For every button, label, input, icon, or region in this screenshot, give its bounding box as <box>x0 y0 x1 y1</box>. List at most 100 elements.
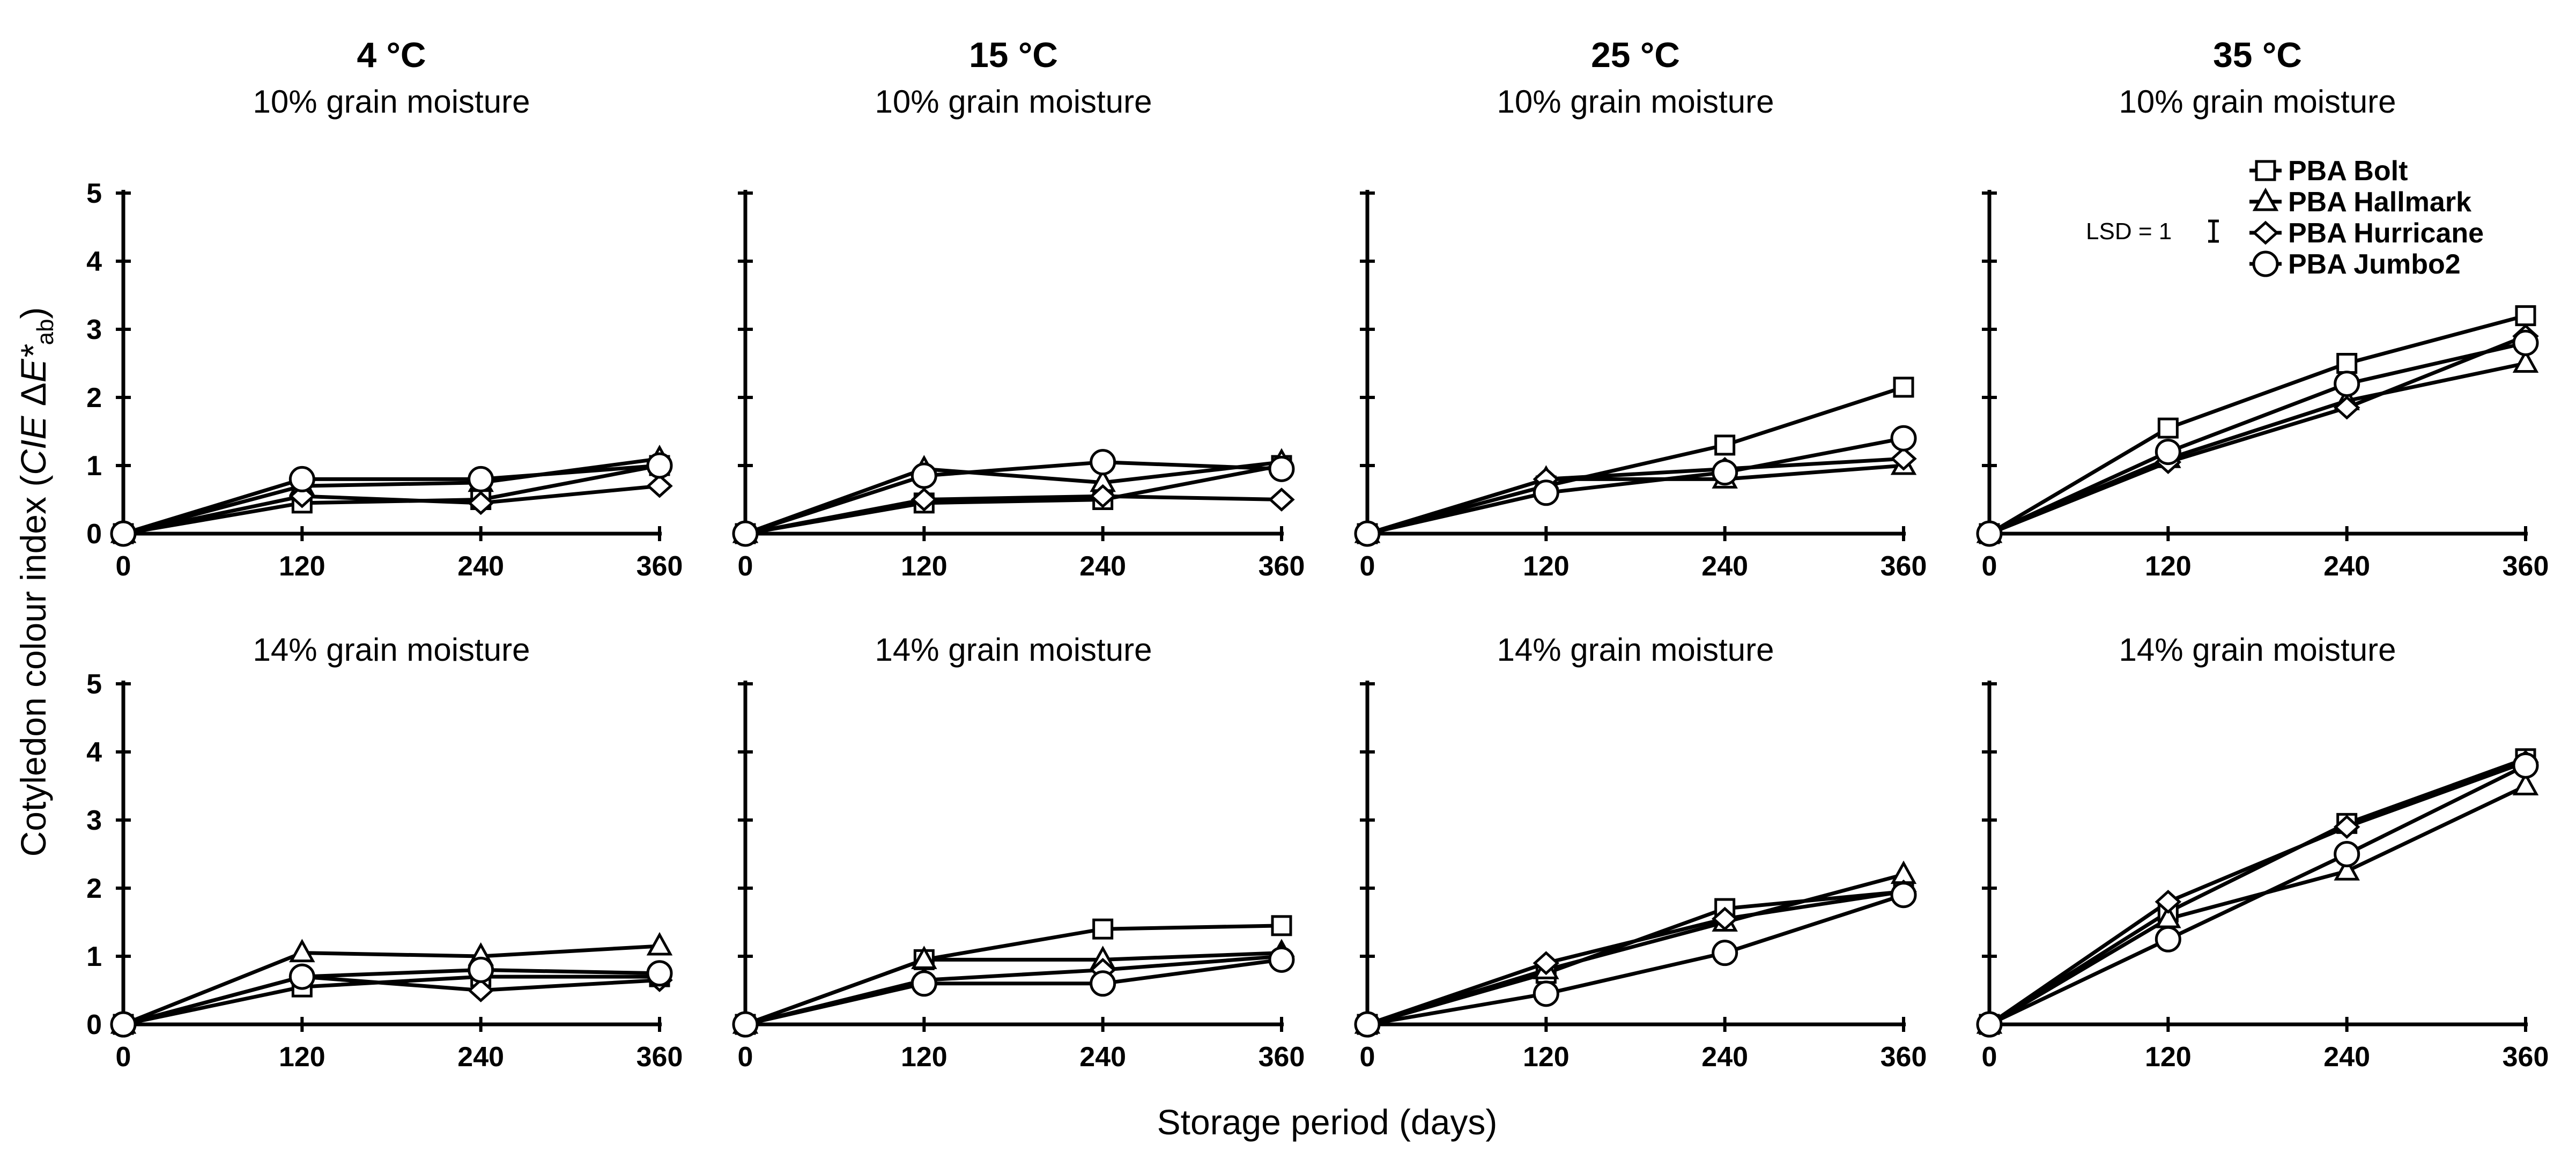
data-point-pba-hurricane <box>2333 815 2360 839</box>
panel-title-moisture: 14% grain moisture <box>875 632 1152 668</box>
legend-label: PBA Hallmark <box>2288 187 2471 218</box>
data-point-pba-hurricane <box>2333 395 2360 420</box>
x-tick-label: 360 <box>636 1042 683 1073</box>
x-tick-label: 120 <box>901 1042 948 1073</box>
y-tick-label: 1 <box>86 941 102 972</box>
x-tick-label: 240 <box>1701 1042 1748 1073</box>
series-line-pba-jumbo2 <box>1367 436 1904 536</box>
series-line-pba-hurricane <box>1366 456 1904 536</box>
panel-35-c-14: 14% grain moisture 0 120 240 360 <box>1976 632 2549 1073</box>
y-tick-label: 5 <box>86 178 102 209</box>
x-tick-label: 0 <box>738 1042 753 1073</box>
x-tick-label: 240 <box>457 1042 504 1073</box>
panel-4-c-10: 4 °C 10% grain moisture 0 1 2 3 4 5 0 120 240 360 <box>86 35 683 582</box>
x-tick-label: 240 <box>1079 1042 1126 1073</box>
data-point-pba-bolt <box>1092 918 1114 940</box>
series-line-pba-hurricane <box>745 494 1282 536</box>
y-axis-title: Cotyledon colour index (CIE ΔE*ab) <box>13 307 58 857</box>
series-line-pba-hallmark <box>1366 873 1904 1027</box>
data-point-pba-bolt <box>1714 434 1736 456</box>
x-tick-label: 120 <box>279 1042 325 1073</box>
panel-25-c-10: 25 °C 10% grain moisture 0 120 240 360 <box>1354 35 1927 582</box>
data-point-pba-jumbo2 <box>1712 940 1738 966</box>
y-tick-label: 3 <box>86 314 102 345</box>
data-point-pba-jumbo2 <box>1268 946 1295 973</box>
data-point-pba-jumbo2 <box>288 963 315 990</box>
legend-label: PBA Bolt <box>2288 156 2408 187</box>
data-point-pba-hurricane <box>1089 484 1116 508</box>
data-point-pba-jumbo2 <box>646 452 673 479</box>
y-tick-label: 3 <box>86 805 102 836</box>
series-line-pba-hallmark <box>744 460 1282 536</box>
data-point-pba-jumbo2 <box>1354 520 1381 547</box>
data-point-pba-hurricane <box>646 474 673 498</box>
legend-label: PBA Jumbo2 <box>2288 249 2461 280</box>
panel-25-c-14: 14% grain moisture 0 120 240 360 <box>1354 632 1927 1073</box>
x-tick-label: 120 <box>2145 1042 2192 1073</box>
x-tick-label: 360 <box>1881 1042 1927 1073</box>
x-tick-label: 120 <box>1523 551 1570 582</box>
series-line-pba-bolt <box>1367 889 1904 1027</box>
data-point-pba-jumbo2 <box>2334 841 2360 867</box>
legend-marker-circle <box>2252 250 2279 277</box>
legend-item-pba-hallmark: PBA Hallmark <box>2249 187 2471 218</box>
x-tick-label: 360 <box>1259 1042 1305 1073</box>
data-point-pba-jumbo2 <box>732 1011 759 1038</box>
series-line-pba-hurricane <box>1366 889 1904 1027</box>
panel-title-temperature: 25 °C <box>1591 35 1680 75</box>
lsd-error-bar <box>2208 219 2219 243</box>
x-tick-label: 0 <box>738 551 753 582</box>
series-line-pba-jumbo2 <box>122 463 660 536</box>
panel-15-c-14: 14% grain moisture 0 120 240 360 <box>732 632 1305 1073</box>
legend-marker-square <box>2255 160 2276 181</box>
data-point-pba-jumbo2 <box>646 960 673 987</box>
data-point-pba-hallmark <box>2512 349 2539 373</box>
x-tick-label: 240 <box>457 551 504 582</box>
x-tick-label: 240 <box>1701 551 1748 582</box>
x-tick-label: 120 <box>279 551 325 582</box>
x-tick-label: 120 <box>901 551 948 582</box>
series-line-pba-jumbo2 <box>1988 764 2527 1027</box>
data-point-pba-jumbo2 <box>1533 980 1559 1007</box>
data-point-pba-jumbo2 <box>2155 926 2181 953</box>
x-tick-label: 240 <box>2323 1042 2370 1073</box>
y-tick-label: 2 <box>86 873 102 904</box>
data-point-pba-jumbo2 <box>911 462 937 489</box>
panel-15-c-10: 15 °C 10% grain moisture 0 120 240 360 <box>732 35 1305 582</box>
data-point-pba-hurricane <box>1890 446 1917 471</box>
y-tick-label: 1 <box>86 451 102 482</box>
series-line-pba-jumbo2 <box>123 968 660 1027</box>
data-point-pba-jumbo2 <box>1090 449 1116 476</box>
data-point-pba-hurricane <box>1268 488 1295 512</box>
panel-title-moisture: 14% grain moisture <box>1497 632 1774 668</box>
legend-item-pba-jumbo2: PBA Jumbo2 <box>2249 249 2461 280</box>
data-point-pba-hallmark <box>2512 772 2539 795</box>
panel-title-moisture: 10% grain moisture <box>875 84 1152 120</box>
data-point-pba-jumbo2 <box>732 520 759 547</box>
data-point-pba-hallmark <box>2334 857 2360 881</box>
x-tick-label: 360 <box>2503 551 2549 582</box>
data-point-pba-hallmark <box>646 932 673 956</box>
legend-marker-diamond <box>2252 220 2279 245</box>
panel-title-moisture: 14% grain moisture <box>2119 632 2396 668</box>
series-line-pba-hallmark <box>122 944 660 1027</box>
data-point-pba-jumbo2 <box>2512 752 2539 779</box>
panel-title-moisture: 10% grain moisture <box>1497 84 1774 120</box>
panel-title-temperature: 15 °C <box>969 35 1058 75</box>
y-tick-label: 4 <box>86 246 102 277</box>
series-line-pba-hurricane <box>123 484 660 536</box>
data-point-pba-hurricane <box>911 488 938 512</box>
data-point-pba-hurricane <box>1533 951 1560 976</box>
series-line-pba-hallmark <box>1988 784 2527 1027</box>
panel-title-temperature: 35 °C <box>2213 35 2302 75</box>
x-tick-label: 240 <box>1079 551 1126 582</box>
panel-title-moisture: 10% grain moisture <box>2119 84 2396 120</box>
series-line-pba-hallmark <box>744 951 1282 1027</box>
data-point-pba-bolt <box>1893 377 1914 398</box>
y-tick-label: 4 <box>86 737 102 768</box>
data-point-pba-hurricane <box>288 484 316 508</box>
series-line-pba-jumbo2 <box>744 460 1282 536</box>
series-line-pba-hurricane <box>745 954 1282 1027</box>
data-point-pba-jumbo2 <box>468 956 494 983</box>
